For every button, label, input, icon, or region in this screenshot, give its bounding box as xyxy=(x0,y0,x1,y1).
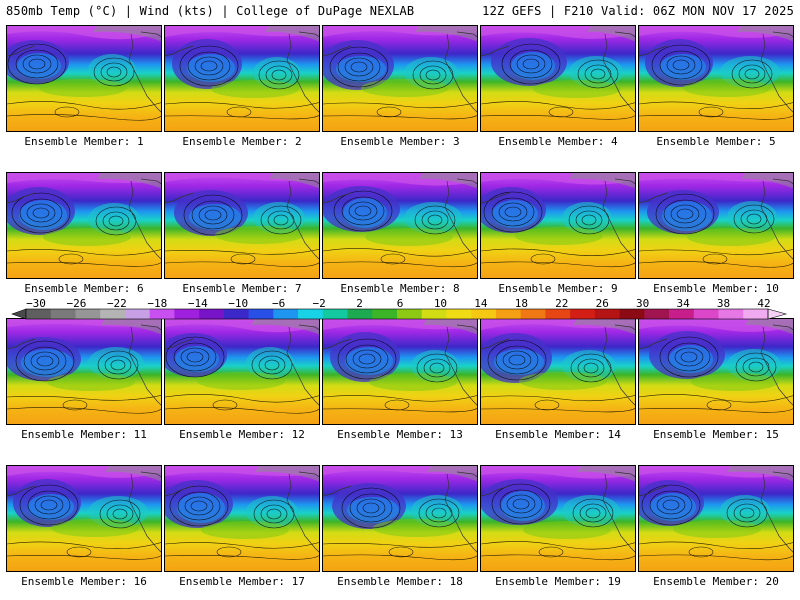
ensemble-member-map xyxy=(6,465,162,572)
ensemble-member-map xyxy=(638,465,794,572)
colorbar-swatch xyxy=(298,309,324,319)
ensemble-member-map xyxy=(6,25,162,132)
ensemble-member-map xyxy=(322,172,478,279)
colorbar-tick-label: 10 xyxy=(433,297,448,310)
ensemble-member-map xyxy=(164,25,320,132)
ensemble-member-label: Ensemble Member: 14 xyxy=(495,428,621,441)
colorbar-swatch xyxy=(743,309,769,319)
colorbar-swatch xyxy=(347,309,373,319)
colorbar-tick-label: 14 xyxy=(474,297,488,310)
colorbar-swatch xyxy=(619,309,645,319)
ensemble-member-map xyxy=(480,318,636,425)
colorbar-swatch xyxy=(594,309,621,319)
colorbar-tick-label: −26 xyxy=(66,297,87,310)
colorbar-swatch xyxy=(149,309,175,319)
colorbar-swatch xyxy=(520,309,546,319)
ensemble-member-label: Ensemble Member: 20 xyxy=(653,575,779,588)
colorbar-swatch xyxy=(273,309,299,319)
ensemble-member-label: Ensemble Member: 17 xyxy=(179,575,305,588)
ensemble-member-label: Ensemble Member: 8 xyxy=(340,282,460,295)
ensemble-member-map xyxy=(322,25,478,132)
colorbar-swatch xyxy=(397,309,423,319)
ensemble-member-label: Ensemble Member: 19 xyxy=(495,575,621,588)
map-title: 850mb Temp (°C) | Wind (kts) | College o… xyxy=(6,4,415,18)
colorbar-tick-label: 26 xyxy=(595,297,609,310)
header: 850mb Temp (°C) | Wind (kts) | College o… xyxy=(0,0,800,22)
colorbar-swatch xyxy=(471,309,497,319)
colorbar-min-arrow xyxy=(11,308,27,320)
ensemble-member-label: Ensemble Member: 1 xyxy=(24,135,144,148)
ensemble-member-label: Ensemble Member: 10 xyxy=(653,282,779,295)
colorbar-swatch xyxy=(421,309,447,319)
colorbar-tick-label: 22 xyxy=(555,297,569,310)
colorbar-tick-label: −22 xyxy=(106,297,127,310)
colorbar-tick-label: 18 xyxy=(514,297,528,310)
colorbar-swatch xyxy=(50,309,76,319)
colorbar-tick-label: −2 xyxy=(312,297,326,310)
colorbar-swatch xyxy=(174,309,200,319)
colorbar-swatch xyxy=(322,309,349,319)
ensemble-member-label: Ensemble Member: 13 xyxy=(337,428,463,441)
colorbar-tick-label: −6 xyxy=(272,297,286,310)
ensemble-member-label: Ensemble Member: 2 xyxy=(182,135,302,148)
colorbar-swatch xyxy=(124,309,151,319)
colorbar-frame xyxy=(25,308,769,320)
colorbar-tick-label: −10 xyxy=(228,297,249,310)
ensemble-member-map xyxy=(638,318,794,425)
colorbar-swatch xyxy=(693,309,720,319)
ensemble-member-label: Ensemble Member: 18 xyxy=(337,575,463,588)
ensemble-member-label: Ensemble Member: 7 xyxy=(182,282,302,295)
ensemble-member-label: Ensemble Member: 3 xyxy=(340,135,460,148)
colorbar-swatch xyxy=(100,309,126,319)
ensemble-member-map xyxy=(164,318,320,425)
colorbar-swatch xyxy=(75,309,101,319)
ensemble-member-label: Ensemble Member: 4 xyxy=(498,135,618,148)
colorbar-swatch xyxy=(26,309,52,319)
colorbar-swatch xyxy=(372,309,398,319)
ensemble-member-map xyxy=(164,465,320,572)
colorbar-swatch xyxy=(199,309,225,319)
ensemble-member-map xyxy=(480,465,636,572)
colorbar-tick-label: −30 xyxy=(26,297,46,310)
ensemble-member-map xyxy=(480,25,636,132)
colorbar-swatch xyxy=(718,309,744,319)
colorbar-tick-label: −14 xyxy=(187,297,208,310)
ensemble-member-label: Ensemble Member: 16 xyxy=(21,575,147,588)
ensemble-member-label: Ensemble Member: 9 xyxy=(498,282,618,295)
colorbar-tick-label: 2 xyxy=(356,297,363,310)
colorbar-swatch xyxy=(669,309,695,319)
ensemble-member-label: Ensemble Member: 6 xyxy=(24,282,144,295)
ensemble-member-map xyxy=(638,25,794,132)
colorbar-swatch xyxy=(248,309,274,319)
ensemble-member-map xyxy=(164,172,320,279)
run-valid-time: 12Z GEFS | F210 Valid: 06Z MON NOV 17 20… xyxy=(482,4,794,18)
ensemble-member-label: Ensemble Member: 11 xyxy=(21,428,147,441)
colorbar-tick-label: 34 xyxy=(676,297,690,310)
ensemble-member-map xyxy=(322,465,478,572)
colorbar-tick-label: 30 xyxy=(636,297,650,310)
temperature-colorbar: −30 −26 −22 −18 −14 −10 −6 −2 2 6 10 14 18 22 26 30 34 38… xyxy=(0,297,800,321)
colorbar-tick-label: 6 xyxy=(396,297,404,310)
ensemble-member-map xyxy=(322,318,478,425)
ensemble-member-map xyxy=(638,172,794,279)
ensemble-member-map xyxy=(6,172,162,279)
colorbar-swatch xyxy=(495,309,522,319)
colorbar-tick-label: 42 xyxy=(757,297,771,310)
colorbar-swatch xyxy=(446,309,472,319)
colorbar-swatch xyxy=(223,309,250,319)
ensemble-member-label: Ensemble Member: 5 xyxy=(656,135,776,148)
colorbar-swatch xyxy=(545,309,571,319)
colorbar-max-arrow xyxy=(767,308,788,320)
colorbar-tick-label: −18 xyxy=(147,297,168,310)
ensemble-member-map xyxy=(480,172,636,279)
ensemble-member-label: Ensemble Member: 15 xyxy=(653,428,779,441)
colorbar-swatch xyxy=(570,309,596,319)
colorbar-tick-label: 38 xyxy=(716,297,731,310)
ensemble-member-label: Ensemble Member: 12 xyxy=(179,428,305,441)
colorbar-swatch xyxy=(644,309,670,319)
ensemble-member-map xyxy=(6,318,162,425)
